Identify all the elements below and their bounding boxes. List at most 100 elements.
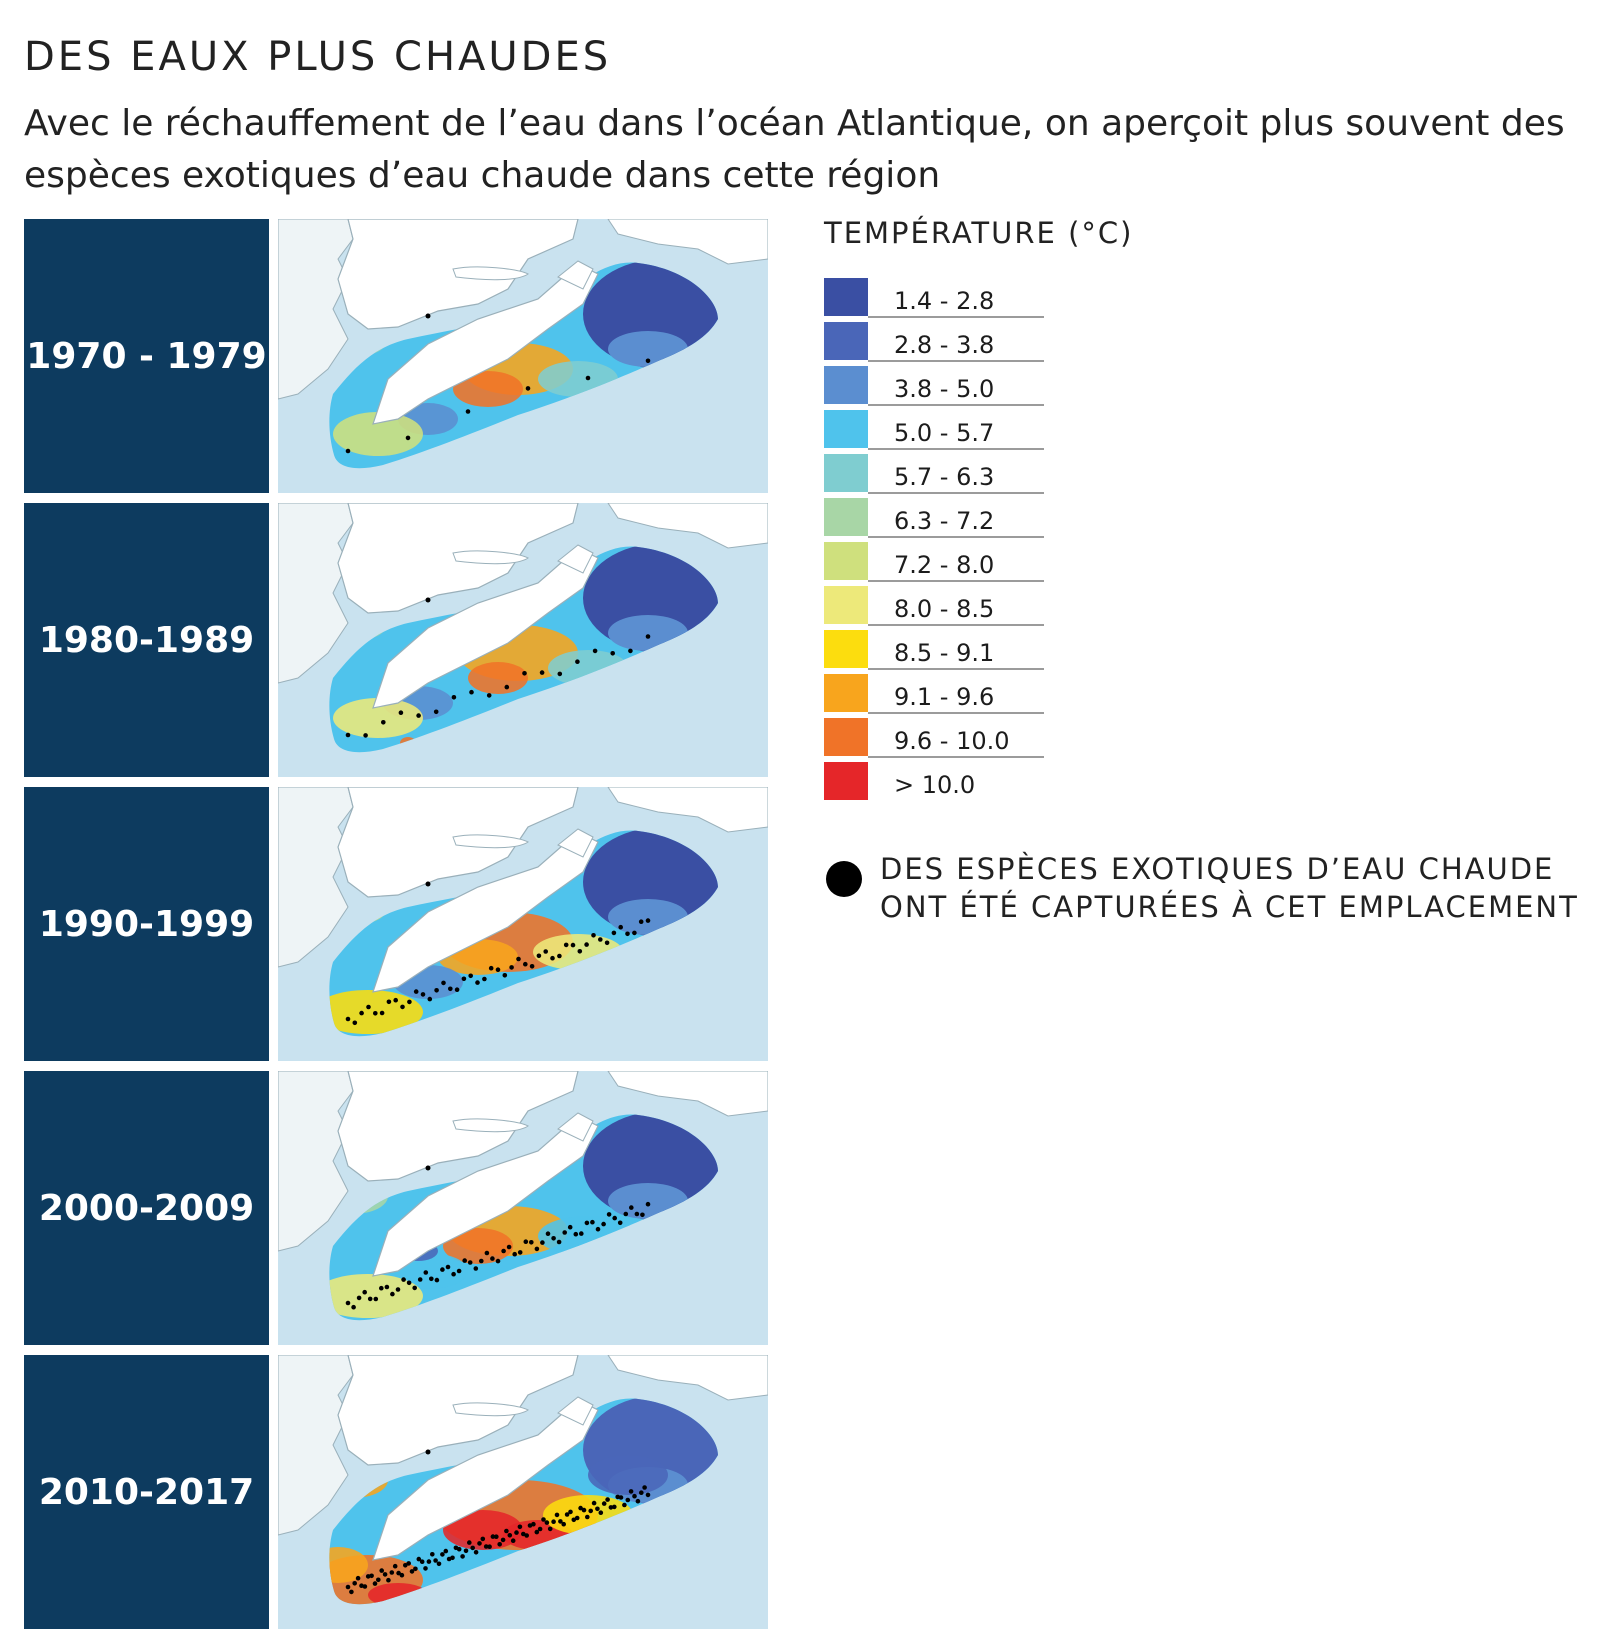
capture-dot (517, 1524, 523, 1530)
capture-dot (525, 386, 531, 391)
legend-range: > 10.0 (894, 771, 976, 799)
capture-dot (562, 1230, 567, 1235)
capture-dot (558, 1519, 563, 1524)
capture-dot (490, 1534, 496, 1539)
capture-dot (405, 435, 411, 441)
capture-dot (483, 1544, 489, 1549)
nova-scotia (372, 831, 599, 993)
capture-dot (488, 965, 494, 971)
capture-dot (534, 1529, 540, 1535)
capture-dot (430, 1552, 435, 1557)
capture-dot (362, 1289, 367, 1295)
capture-dot (429, 1276, 434, 1282)
capture-dot (634, 1211, 640, 1217)
legend-swatch (824, 586, 868, 624)
temperature-patch (588, 1455, 668, 1495)
legend-swatch (824, 410, 868, 448)
capture-dot (574, 1515, 580, 1521)
capture-dot (540, 1240, 545, 1245)
legend-item: 8.5 - 9.1 (824, 630, 1044, 674)
capture-dot (502, 973, 508, 978)
pei-island (452, 1402, 529, 1417)
capture-dot (601, 1501, 607, 1506)
capture-dot (571, 1517, 577, 1523)
temperature-patch (329, 1547, 368, 1583)
capture-dot (473, 1266, 479, 1271)
capture-dot (356, 1295, 362, 1301)
capture-dot (506, 1244, 512, 1250)
capture-dot (510, 1538, 516, 1543)
capture-dot (618, 1495, 624, 1500)
pei-island (452, 1118, 529, 1133)
capture-dot (395, 1287, 401, 1292)
capture-dot (554, 1512, 560, 1518)
capture-dot (581, 1507, 587, 1513)
newfoundland (607, 1071, 768, 1117)
temperature-patch (468, 662, 528, 694)
capture-dot (403, 1563, 408, 1568)
capture-dot (419, 1559, 425, 1564)
capture-dot (625, 1497, 631, 1503)
legend-range: 9.6 - 10.0 (894, 727, 1010, 755)
capture-dot (543, 949, 548, 954)
legend-item: 5.7 - 6.3 (824, 454, 1044, 498)
capture-dot (536, 953, 542, 959)
capture-dot (456, 1546, 462, 1552)
capture-dot (632, 1493, 637, 1499)
decade-row-2000: 2000-2009 (24, 1071, 768, 1345)
pei-island (452, 266, 529, 281)
capture-dot (632, 930, 637, 936)
capture-dot (389, 1570, 395, 1575)
temperature-patch (453, 371, 523, 407)
capture-dot (579, 1231, 584, 1236)
capture-dot (473, 1550, 479, 1555)
capture-dot (585, 1514, 590, 1520)
capture-dot (522, 671, 527, 676)
capture-dot (524, 1533, 529, 1538)
capture-dot (373, 1296, 379, 1302)
legend-range: 8.5 - 9.1 (894, 639, 995, 667)
capture-dot (390, 1291, 395, 1297)
capture-dot (601, 1221, 606, 1227)
legend-item: 7.2 - 8.0 (824, 542, 1044, 586)
capture-dot (425, 881, 431, 887)
capture-dot (598, 937, 603, 942)
capture-dot (384, 1284, 390, 1290)
capture-dot (469, 689, 474, 695)
capture-dot (628, 1489, 634, 1494)
capture-dot (531, 1521, 536, 1527)
capture-note: DES ESPÈCES EXOTIQUES D’EAU CHAUDE ONT É… (880, 852, 1579, 924)
capture-dot (584, 942, 589, 947)
capture-dot-icon (826, 861, 862, 897)
capture-dot (477, 1541, 482, 1546)
nova-scotia (372, 263, 599, 425)
capture-dot (362, 1584, 368, 1589)
capture-dots (345, 597, 651, 738)
capture-dot (537, 1526, 543, 1532)
capture-dot (645, 1201, 651, 1207)
nova-scotia (372, 1115, 599, 1277)
capture-dot (386, 999, 392, 1005)
cape-breton (557, 544, 594, 574)
capture-dot (598, 1510, 604, 1515)
decade-row-1990: 1990-1999 (24, 787, 768, 1061)
capture-dot (550, 955, 555, 961)
decade-row-1970: 1970 - 1979 (24, 219, 768, 493)
capture-dot (352, 1581, 357, 1586)
temperature-map-1980 (278, 503, 768, 777)
capture-dot (551, 1236, 556, 1241)
capture-dot (381, 720, 386, 725)
capture-dot (642, 1485, 647, 1490)
capture-dot (605, 1497, 610, 1502)
capture-dot (376, 1577, 381, 1583)
temperature-map-2000 (278, 1071, 768, 1345)
capture-dot (409, 1569, 415, 1574)
legend-swatch (824, 630, 868, 668)
capture-dot (591, 1500, 597, 1506)
capture-dot (440, 1552, 445, 1557)
capture-dot (355, 1575, 361, 1581)
capture-dot (500, 1537, 506, 1543)
capture-dot (433, 1558, 438, 1563)
decade-label: 1990-1999 (24, 787, 269, 1061)
temperature-patch (443, 1228, 513, 1264)
